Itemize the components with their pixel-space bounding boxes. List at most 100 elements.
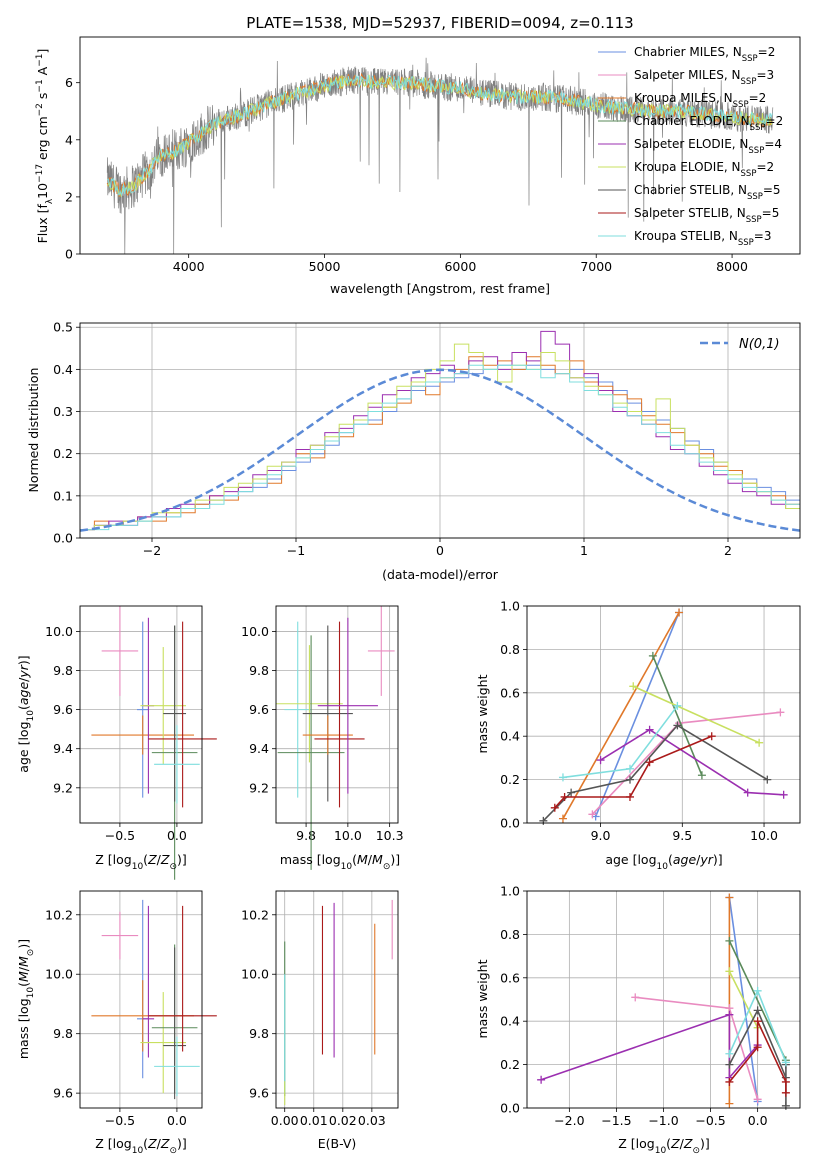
weight-marker xyxy=(753,986,762,995)
y-tick-label: 9.4 xyxy=(53,741,73,756)
y-tick-label: 10.0 xyxy=(241,967,269,982)
legend-entry-label: Salpeter ELODIE, NSSP=4 xyxy=(634,137,782,156)
weight-marker xyxy=(558,814,567,823)
y-tick-label: 9.8 xyxy=(53,1026,73,1041)
y-tick-label: 9.4 xyxy=(249,741,269,756)
weight-marker xyxy=(631,993,640,1002)
weight-marker xyxy=(596,756,605,765)
y-tick-label: 10.0 xyxy=(241,624,269,639)
weight-marker xyxy=(781,1101,790,1110)
x-axis-label: Z [log10(Z/Z⊙)] xyxy=(95,1136,187,1156)
weight-vs-age-panel: 9.0 9.5 10.0 0.0 0.2 0.4 0.6 0.8 1.0 age [log10(a… xyxy=(475,599,801,872)
weight-marker xyxy=(781,1088,790,1097)
x-tick-label: 6000 xyxy=(444,259,476,274)
x-axis-label: age [log10(age/yr)] xyxy=(605,852,722,872)
weight-marker xyxy=(645,725,654,734)
x-tick-label: −0.5 xyxy=(105,1113,135,1128)
y-tick-label: 0.2 xyxy=(500,772,520,787)
legend-entry-label: Salpeter STELIB, NSSP=5 xyxy=(634,206,779,225)
weight-marker xyxy=(725,1077,734,1086)
legend-entry-label: Kroupa ELODIE, NSSP=2 xyxy=(634,160,774,179)
x-axis-label: wavelength [Angstrom, rest frame] xyxy=(330,281,550,296)
y-axis-label: mass [log10(M/M⊙)] xyxy=(16,939,36,1059)
weight-marker xyxy=(550,803,559,812)
model-spectrum-line xyxy=(106,74,773,197)
weight-series-line xyxy=(540,1013,759,1081)
x-axis-label: (data-model)/error xyxy=(382,567,499,582)
weight-marker xyxy=(725,1010,734,1019)
x-tick-label: −1.5 xyxy=(601,1113,631,1128)
x-axis-label: mass [log10(M/M⊙)] xyxy=(280,852,400,872)
y-tick-label: 2 xyxy=(65,189,73,204)
weight-marker xyxy=(645,758,654,767)
x-tick-label: −1.0 xyxy=(648,1113,678,1128)
weight-marker xyxy=(725,967,734,976)
axes-frame xyxy=(79,890,203,1109)
y-axis-label: mass weight xyxy=(475,959,490,1038)
y-tick-label: 9.8 xyxy=(53,663,73,678)
axes-frame xyxy=(275,605,399,824)
legend-entry-label: Chabrier STELIB, NSSP=5 xyxy=(634,183,781,202)
x-tick-label: 5000 xyxy=(309,259,341,274)
weight-marker xyxy=(673,721,682,730)
y-tick-label: 6 xyxy=(65,75,73,90)
age-vs-z-panel: −0.5 0.0 9.2 9.4 9.6 9.8 10.0 Z [log10(Z/Z⊙)] ag… xyxy=(16,605,217,880)
weight-marker xyxy=(567,788,576,797)
weight-marker xyxy=(625,764,634,773)
weight-marker xyxy=(537,1075,546,1084)
weight-marker xyxy=(558,773,567,782)
y-tick-label: 10.2 xyxy=(45,907,73,922)
weight-marker xyxy=(725,893,734,902)
weight-marker xyxy=(781,1058,790,1067)
histogram-series xyxy=(80,343,800,531)
x-tick-label: 0.0 xyxy=(748,1113,768,1128)
weight-marker xyxy=(725,1099,734,1108)
weight-marker xyxy=(725,936,734,945)
y-tick-label: 0.4 xyxy=(500,1014,520,1029)
y-tick-label: 9.2 xyxy=(53,780,73,795)
x-axis-label: Z [log10(Z/Z⊙)] xyxy=(95,852,187,872)
x-tick-label: 10.0 xyxy=(334,828,362,843)
x-tick-label: 9.0 xyxy=(591,828,611,843)
weight-marker xyxy=(779,790,788,799)
weight-marker xyxy=(753,1095,762,1104)
axes-frame xyxy=(526,605,801,824)
weight-marker xyxy=(673,701,682,710)
weight-marker xyxy=(588,810,597,819)
weight-marker xyxy=(625,775,634,784)
y-axis-label: Flux [fλ10−17 erg cm−2 s−1 A−1] xyxy=(35,49,55,244)
y-tick-label: 0.3 xyxy=(53,404,73,419)
age-vs-mass-panel: 9.8 10.0 10.3 9.2 9.4 9.6 9.8 10.0 mass [log10(M… xyxy=(241,605,404,872)
y-tick-label: 0.6 xyxy=(500,685,520,700)
weight-marker xyxy=(707,732,716,741)
y-tick-label: 1.0 xyxy=(500,884,520,899)
y-tick-label: 0.0 xyxy=(53,531,73,546)
weight-marker xyxy=(648,651,657,660)
weight-series-line xyxy=(652,655,703,776)
weight-marker xyxy=(753,1043,762,1052)
x-tick-label: −1 xyxy=(287,543,305,558)
axes-frame xyxy=(79,36,801,255)
y-tick-label: 9.8 xyxy=(249,1026,269,1041)
y-tick-label: 10.0 xyxy=(45,967,73,982)
x-tick-label: 0.0 xyxy=(167,828,187,843)
histogram-series xyxy=(80,364,800,531)
x-tick-label: 9.8 xyxy=(296,828,316,843)
y-axis-label: age [log10(age/yr)] xyxy=(16,655,36,772)
weight-marker xyxy=(753,1017,762,1026)
y-tick-label: 9.6 xyxy=(249,702,269,717)
weight-marker xyxy=(763,775,772,784)
mass-vs-z-panel: −0.5 0.0 9.6 9.8 10.0 10.2 Z [log10(Z/Z⊙)] mass… xyxy=(16,890,217,1156)
weight-series-line xyxy=(594,612,680,817)
mass-vs-ebv-panel: 0.00 0.01 0.02 0.03 9.6 9.8 10.0 10.2 E(B-V) xyxy=(241,890,399,1151)
weight-marker xyxy=(755,738,764,747)
x-tick-label: 0 xyxy=(436,543,444,558)
y-tick-label: 9.6 xyxy=(53,1086,73,1101)
page-title: PLATE=1538, MJD=52937, FIBERID=0094, z=0… xyxy=(246,14,633,32)
weight-marker xyxy=(725,1049,734,1058)
x-tick-label: −0.5 xyxy=(695,1113,725,1128)
y-tick-label: 0.1 xyxy=(53,488,73,503)
legend-entry-label: N(0,1) xyxy=(739,337,780,352)
x-tick-label: 0.00 xyxy=(271,1113,299,1128)
